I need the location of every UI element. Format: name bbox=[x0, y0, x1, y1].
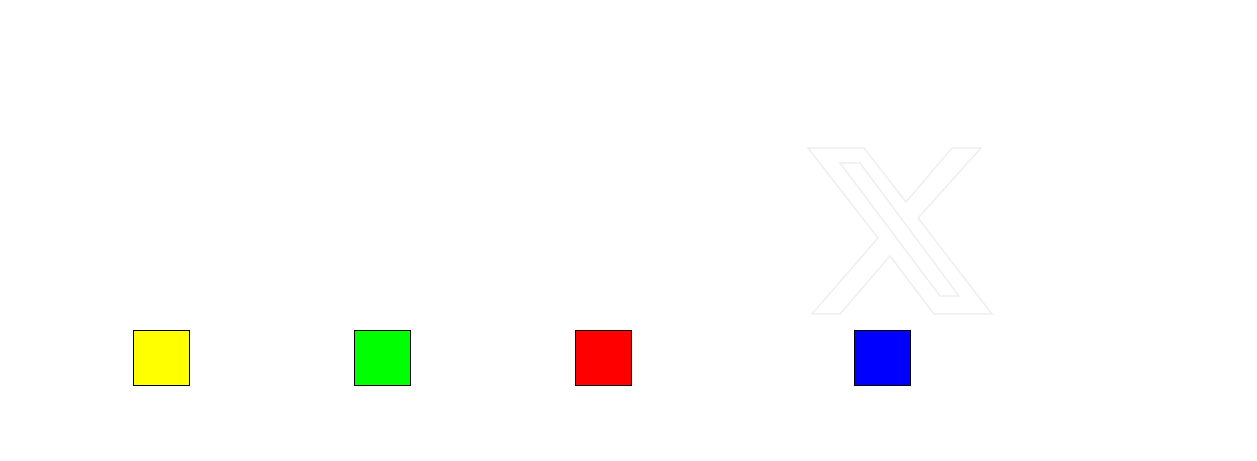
green-swatch[interactable] bbox=[354, 330, 411, 386]
blue-swatch[interactable] bbox=[854, 330, 911, 386]
red-swatch[interactable] bbox=[575, 330, 632, 386]
x-logo-icon bbox=[806, 146, 994, 316]
yellow-swatch[interactable] bbox=[133, 330, 190, 386]
